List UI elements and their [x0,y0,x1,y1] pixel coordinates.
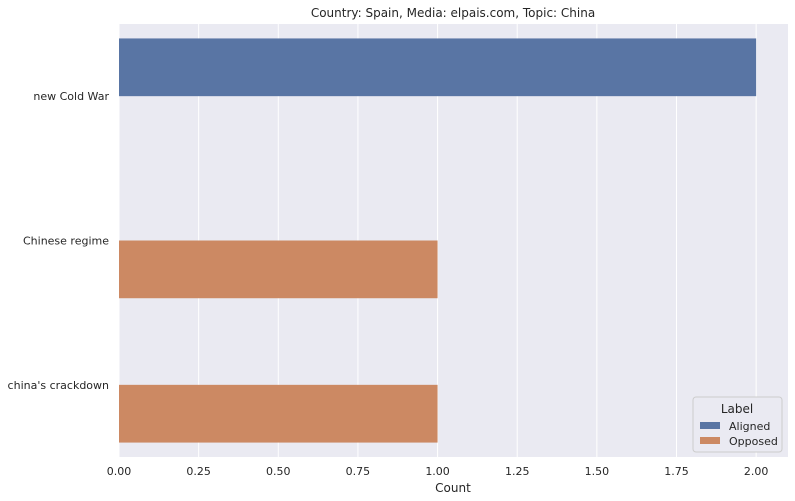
legend-label-opposed: Opposed [729,435,778,448]
bar-aligned-0 [119,38,757,97]
x-tick-label: 2.00 [744,465,769,478]
x-axis-label: Count [435,481,471,495]
chart-title: Country: Spain, Media: elpais.com, Topic… [311,6,595,20]
y-category-label: Chinese regime [23,235,109,248]
x-tick-label: 0.50 [266,465,291,478]
legend-title: Label [721,402,753,416]
bar-opposed-1 [119,240,438,299]
x-tick-label: 0.00 [107,465,132,478]
x-tick-labels: 0.00 0.25 0.50 0.75 1.00 1.25 1.50 1.75 2.00 [107,465,769,478]
x-tick-label: 1.00 [425,465,450,478]
legend-label-aligned: Aligned [729,420,770,433]
legend-swatch-opposed [700,437,720,444]
legend-swatch-aligned [700,422,720,429]
x-tick-label: 1.50 [585,465,610,478]
y-category-label: new Cold War [33,90,109,103]
bars [119,38,757,443]
legend: Label Aligned Opposed [692,396,783,453]
y-category-label: china's crackdown [8,379,109,392]
y-category-labels: new Cold War Chinese regime china's crackd… [8,90,110,392]
x-tick-label: 1.75 [664,465,689,478]
x-tick-label: 0.25 [186,465,211,478]
x-tick-label: 1.25 [505,465,530,478]
bar-opposed-2 [119,384,438,443]
x-tick-label: 0.75 [346,465,371,478]
